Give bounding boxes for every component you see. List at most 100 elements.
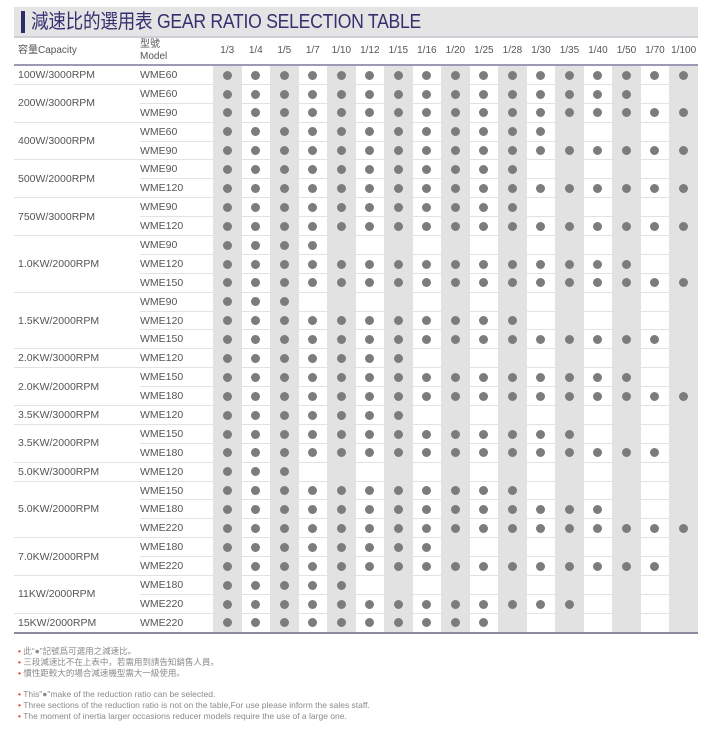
ratio-cell xyxy=(384,311,413,331)
ratio-cell xyxy=(669,103,698,123)
available-dot-icon xyxy=(450,335,460,345)
available-dot-icon xyxy=(564,70,574,80)
available-dot-icon xyxy=(393,372,403,382)
ratio-cell xyxy=(327,613,356,634)
ratio-cell xyxy=(583,367,613,388)
ratio-cell xyxy=(213,462,242,482)
available-dot-icon xyxy=(365,599,375,609)
available-dot-icon xyxy=(479,618,489,628)
table-row: 1.0KW/2000RPM WME90 xyxy=(14,235,698,293)
ratio-cell xyxy=(555,386,584,407)
available-dot-icon xyxy=(222,524,232,534)
ratio-cell xyxy=(270,103,299,123)
available-dot-icon xyxy=(308,146,318,156)
available-dot-icon xyxy=(251,259,261,269)
available-dot-icon xyxy=(536,524,546,534)
table-row: 11KW/2000RPM WME180 xyxy=(14,575,698,614)
available-dot-icon xyxy=(679,146,689,156)
ratio-cell xyxy=(327,254,356,274)
ratio-cell xyxy=(298,103,328,123)
ratio-cell xyxy=(640,575,670,595)
ratio-cell xyxy=(441,292,470,312)
available-dot-icon xyxy=(251,184,261,193)
available-dot-icon xyxy=(621,448,631,458)
available-dot-icon xyxy=(365,391,375,401)
ratio-cell xyxy=(384,481,413,501)
ratio-cell xyxy=(583,65,613,85)
ratio-cell xyxy=(612,499,641,520)
available-dot-icon xyxy=(650,448,660,458)
available-dot-icon xyxy=(308,240,318,250)
ratio-cell xyxy=(298,197,328,218)
model-cell: WME150 xyxy=(140,367,213,388)
notes: • 此“●”記號爲可選用之減速比。 • 三段減速比不在上表中，若需用到請告知銷售人… xyxy=(14,646,698,722)
ratio-cell xyxy=(498,443,527,463)
ratio-cell xyxy=(469,329,499,350)
available-dot-icon xyxy=(279,486,289,496)
ratio-header: 1/50 xyxy=(612,38,641,66)
available-dot-icon xyxy=(308,202,318,212)
available-dot-icon xyxy=(251,108,261,118)
available-dot-icon xyxy=(279,524,289,534)
ratio-cell xyxy=(583,575,613,595)
ratio-cell xyxy=(270,216,299,237)
ratio-cell xyxy=(384,273,413,293)
available-dot-icon xyxy=(679,524,689,534)
available-dot-icon xyxy=(365,561,375,571)
available-dot-icon xyxy=(279,89,289,99)
available-dot-icon xyxy=(251,202,261,212)
ratio-cell xyxy=(270,197,299,218)
available-dot-icon xyxy=(507,202,517,212)
ratio-cell xyxy=(241,613,271,634)
ratio-cell xyxy=(612,84,641,104)
available-dot-icon xyxy=(450,89,460,99)
ratio-cell xyxy=(355,65,385,85)
ratio-cell xyxy=(355,273,385,293)
available-dot-icon xyxy=(450,165,460,175)
available-dot-icon xyxy=(393,542,403,552)
ratio-cell xyxy=(270,178,299,199)
available-dot-icon xyxy=(365,316,375,326)
model-header-en: Model xyxy=(140,51,168,62)
available-dot-icon xyxy=(365,202,375,212)
available-dot-icon xyxy=(621,146,631,156)
available-dot-icon xyxy=(336,542,346,552)
ratio-cell xyxy=(498,575,527,595)
table-row: 2.0KW/3000RPM WME120 xyxy=(14,348,698,369)
ratio-cell xyxy=(441,556,470,577)
ratio-cell xyxy=(526,65,556,85)
ratio-cell xyxy=(355,367,385,388)
available-dot-icon xyxy=(479,448,489,458)
available-dot-icon xyxy=(279,354,289,364)
ratio-cell xyxy=(669,65,698,85)
ratio-cell xyxy=(640,197,670,218)
ratio-cell xyxy=(355,537,385,558)
available-dot-icon xyxy=(564,89,574,99)
ratio-cell xyxy=(583,159,613,180)
available-dot-icon xyxy=(308,108,318,118)
ratio-cell xyxy=(441,386,470,407)
capacity-cell: 2.0KW/3000RPM xyxy=(14,348,140,369)
ratio-cell xyxy=(213,367,242,388)
available-dot-icon xyxy=(336,410,346,420)
available-dot-icon xyxy=(507,278,517,288)
available-dot-icon xyxy=(222,448,232,458)
available-dot-icon xyxy=(422,505,432,515)
available-dot-icon xyxy=(393,505,403,515)
ratio-cell xyxy=(469,141,499,161)
available-dot-icon xyxy=(279,467,289,477)
available-dot-icon xyxy=(222,297,232,307)
model-cell: WME220 xyxy=(140,613,213,634)
available-dot-icon xyxy=(251,618,261,628)
available-dot-icon xyxy=(593,448,603,458)
ratio-cell xyxy=(583,386,613,407)
available-dot-icon xyxy=(564,391,574,401)
ratio-cell xyxy=(213,518,242,539)
ratio-cell xyxy=(555,575,584,595)
available-dot-icon xyxy=(593,146,603,156)
available-dot-icon xyxy=(564,221,574,231)
ratio-cell xyxy=(298,386,328,407)
ratio-cell xyxy=(270,311,299,331)
ratio-cell xyxy=(384,443,413,463)
ratio-cell xyxy=(412,518,442,539)
